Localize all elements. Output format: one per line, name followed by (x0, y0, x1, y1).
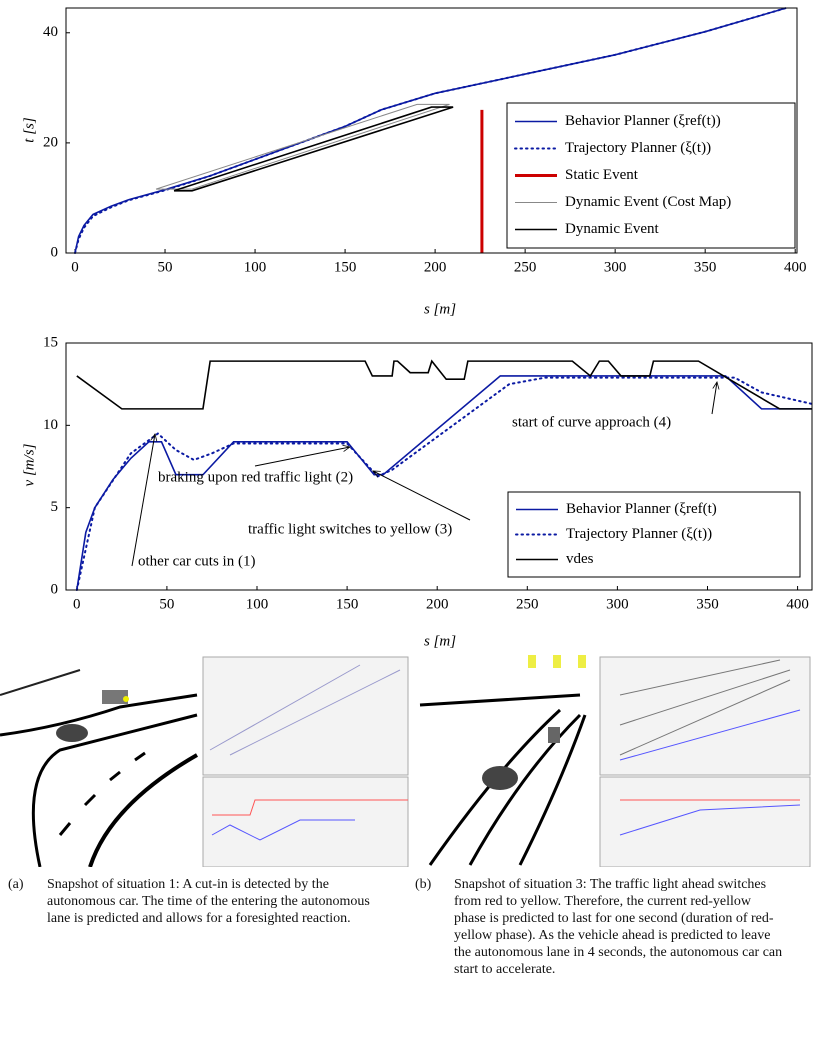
annotation-arrow (373, 470, 471, 521)
y-tick-label: 40 (43, 24, 58, 40)
series-line (75, 376, 813, 591)
series-line (173, 106, 454, 192)
snapshot-b (415, 655, 811, 867)
y-tick-label: 5 (51, 499, 59, 515)
legend-label: Trajectory Planner (ξ(t)) (566, 526, 712, 542)
snapshot-a (0, 655, 409, 867)
caption-text: Snapshot of situation 3: The traffic lig… (454, 877, 783, 977)
y-tick-label: 15 (43, 334, 58, 350)
x-axis-label: s [m] (424, 633, 456, 649)
annotation-arrow (254, 447, 350, 467)
plot-frame (65, 7, 798, 254)
x-tick-label: 350 (696, 596, 719, 612)
y-tick-label: 20 (43, 134, 58, 150)
x-tick-label: 100 (246, 596, 269, 612)
legend-label: vdes (566, 551, 594, 567)
y-axis-label: t [s] (21, 117, 37, 143)
x-tick-label: 150 (334, 259, 357, 275)
x-tick-label: 400 (786, 596, 809, 612)
x-tick-label: 100 (244, 259, 267, 275)
x-tick-label: 200 (426, 596, 449, 612)
annotation-arrow (131, 434, 155, 567)
x-tick-label: 300 (606, 596, 629, 612)
snapshots (0, 655, 811, 867)
x-tick-label: 200 (424, 259, 447, 275)
x-tick-label: 250 (516, 596, 539, 612)
x-tick-label: 50 (159, 596, 174, 612)
legend-label: Dynamic Event (Cost Map) (565, 194, 731, 210)
annotation: start of curve approach (4) (512, 414, 671, 430)
y-tick-label: 0 (51, 581, 59, 597)
annotation: braking upon red traffic light (2) (158, 469, 353, 485)
legend-label: Static Event (565, 167, 639, 183)
x-tick-label: 250 (514, 259, 537, 275)
y-axis-label: v [m/s] (21, 443, 37, 486)
annotation-arrow (711, 382, 717, 415)
legend-label: Dynamic Event (565, 221, 660, 237)
legend-label: Behavior Planner (ξref(t) (566, 501, 717, 517)
caption-text: Snapshot of situation 1: A cut-in is det… (47, 877, 370, 926)
plot-frame (65, 342, 813, 591)
x-tick-label: 0 (71, 259, 79, 275)
series-line (155, 103, 450, 190)
annotation: traffic light switches to yellow (3) (248, 521, 452, 537)
caption-tag: (b) (415, 877, 432, 892)
x-axis-label: s [m] (424, 301, 456, 317)
y-tick-label: 10 (43, 417, 58, 433)
x-tick-label: 300 (604, 259, 627, 275)
annotation: other car cuts in (1) (138, 553, 255, 569)
series-line (74, 7, 788, 254)
x-tick-label: 50 (158, 259, 173, 275)
legend-label: Trajectory Planner (ξ(t)) (565, 140, 711, 156)
x-tick-label: 0 (73, 596, 81, 612)
x-tick-label: 400 (784, 259, 807, 275)
legend-box (507, 491, 801, 578)
series-line (76, 359, 812, 410)
caption-tag: (a) (8, 877, 24, 892)
x-tick-label: 350 (694, 259, 717, 275)
y-tick-label: 0 (51, 244, 59, 260)
legend-label: Behavior Planner (ξref(t)) (565, 113, 721, 129)
x-tick-label: 150 (336, 596, 359, 612)
